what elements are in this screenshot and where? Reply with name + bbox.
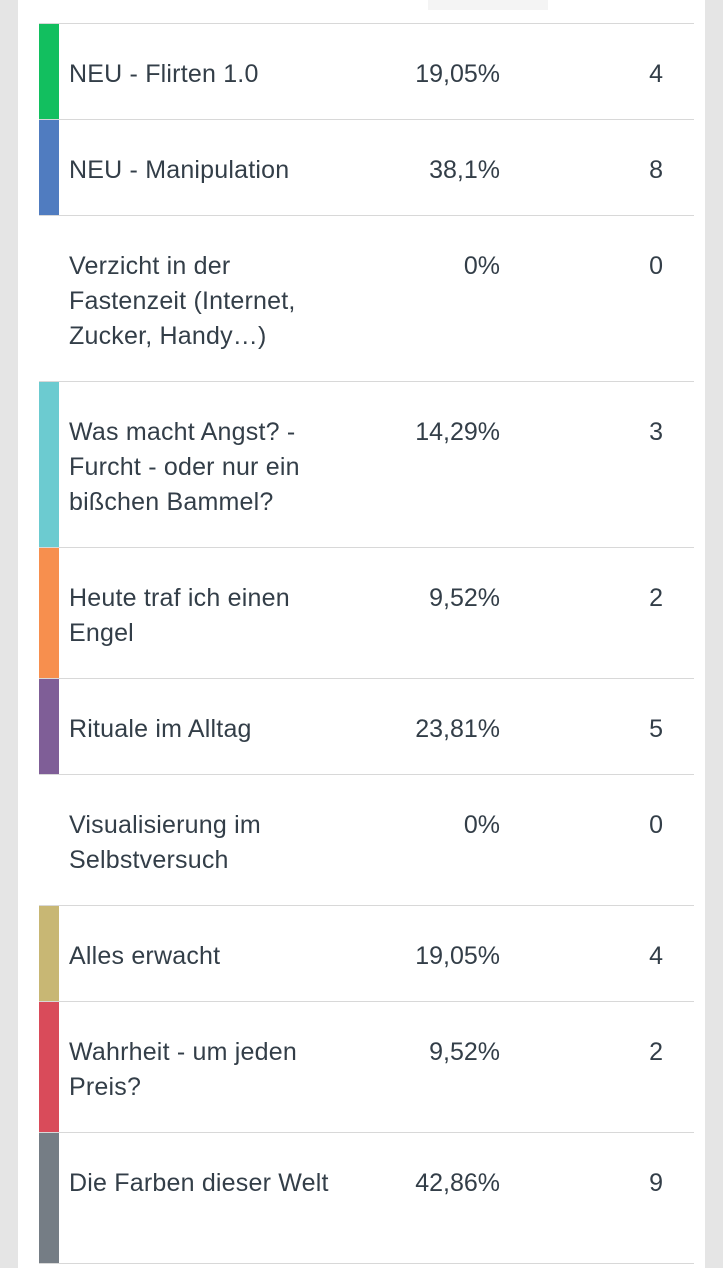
answer-label: NEU - Flirten 1.0 (69, 60, 259, 88)
answer-label: NEU - Manipulation (69, 156, 290, 184)
header-edge (428, 0, 548, 10)
answer-percent: 9,52% (429, 584, 500, 612)
color-swatch (39, 906, 59, 1001)
answer-count: 0 (649, 811, 663, 839)
answer-row: NEU - Manipulation 38,1% 8 (39, 120, 694, 216)
answer-label: Was macht Angst? - Furcht - oder nur ein… (69, 418, 300, 516)
answer-label: Die Farben dieser Welt (69, 1169, 329, 1197)
answer-percent: 19,05% (415, 60, 500, 88)
answer-row: Wahrheit - um jeden Preis? 9,52% 2 (39, 1002, 694, 1133)
answer-label: Alles erwacht (69, 942, 221, 970)
color-swatch (39, 679, 59, 774)
answer-row: Heute traf ich einen Engel 9,52% 2 (39, 548, 694, 679)
answer-percent: 19,05% (415, 942, 500, 970)
answer-percent: 9,52% (429, 1038, 500, 1066)
answer-count: 8 (649, 156, 663, 184)
answer-label: Wahrheit - um jeden Preis? (69, 1038, 297, 1101)
answer-label: Verzicht in der Fastenzeit (Internet, Zu… (69, 252, 296, 350)
answer-label: Rituale im Alltag (69, 715, 252, 743)
answer-percent: 23,81% (415, 715, 500, 743)
color-swatch (39, 1133, 59, 1263)
answer-count: 2 (649, 584, 663, 612)
color-swatch (39, 24, 59, 119)
color-swatch (39, 1002, 59, 1132)
answer-count: 4 (649, 942, 663, 970)
results-card (18, 0, 705, 1268)
answer-percent: 0% (463, 252, 500, 280)
answer-row: NEU - Flirten 1.0 19,05% 4 (39, 24, 694, 120)
answer-percent: 42,86% (415, 1169, 500, 1197)
color-swatch (39, 120, 59, 215)
answer-count: 9 (649, 1169, 663, 1197)
color-swatch (39, 775, 59, 905)
answer-count: 4 (649, 60, 663, 88)
answer-count: 0 (649, 252, 663, 280)
answer-row: Visualisierung im Selbstversuch 0% 0 (39, 775, 694, 906)
answer-count: 5 (649, 715, 663, 743)
color-swatch (39, 216, 59, 381)
answer-row: Die Farben dieser Welt 42,86% 9 (39, 1133, 694, 1264)
answer-row: Alles erwacht 19,05% 4 (39, 906, 694, 1002)
answer-row: Verzicht in der Fastenzeit (Internet, Zu… (39, 216, 694, 382)
color-swatch (39, 382, 59, 547)
answer-percent: 38,1% (429, 156, 500, 184)
color-swatch (39, 548, 59, 678)
results-table: NEU - Flirten 1.0 19,05% 4 NEU - Manipulati… (39, 23, 694, 1264)
answer-percent: 0% (463, 811, 500, 839)
answer-percent: 14,29% (415, 418, 500, 446)
answer-count: 3 (649, 418, 663, 446)
answer-label: Visualisierung im Selbstversuch (69, 811, 261, 874)
answer-count: 2 (649, 1038, 663, 1066)
answer-row: Rituale im Alltag 23,81% 5 (39, 679, 694, 775)
answer-row: Was macht Angst? - Furcht - oder nur ein… (39, 382, 694, 548)
answer-label: Heute traf ich einen Engel (69, 584, 290, 647)
